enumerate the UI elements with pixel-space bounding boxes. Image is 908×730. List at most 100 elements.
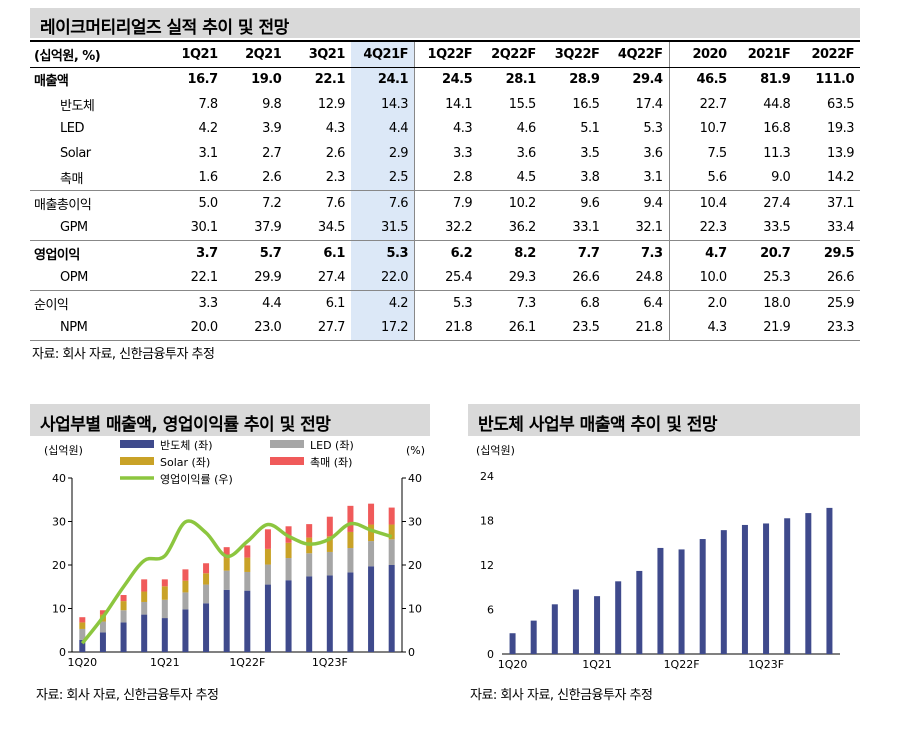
- table-cell: 2.0: [668, 290, 733, 316]
- table-cell: 29.5: [796, 240, 860, 266]
- table-cell: 2.8: [414, 165, 479, 191]
- bar-segment: [79, 639, 86, 652]
- bar-segment: [203, 563, 210, 574]
- table-row: 촉매 1.6 2.6 2.3 2.5 2.8 4.5 3.8 3.1 5.6 9.0 14.2: [30, 165, 860, 191]
- table-cell: 19.0: [251, 72, 282, 88]
- bar-segment: [285, 542, 292, 559]
- column-header: 4Q22F: [605, 40, 669, 68]
- table-cell: 4.2: [350, 290, 415, 316]
- table-cell: 30.1: [190, 220, 218, 236]
- column-header: 2021F: [732, 40, 797, 68]
- x-tick-label: 1Q23F: [312, 656, 348, 669]
- bar-segment: [347, 548, 354, 573]
- table-row: NPM 20.0 23.0 27.7 17.2 21.8 26.1 23.5 21.8 4.3 21…: [30, 315, 860, 341]
- left-chart-source: 자료: 회사 자료, 신한금융투자 추정: [36, 688, 219, 703]
- bar-segment: [223, 589, 230, 652]
- column-header: 1Q22F: [414, 40, 479, 68]
- bar: [720, 530, 727, 654]
- table-cell: 25.3: [763, 270, 791, 286]
- row-label: GPM: [60, 220, 88, 236]
- bar-segment: [182, 609, 189, 652]
- table-cell: 3.3: [414, 141, 479, 166]
- bar-segment: [326, 516, 333, 537]
- bar: [594, 596, 601, 654]
- table-cell: 18.0: [732, 290, 797, 316]
- table-title: 레이크머티리얼즈 실적 추이 및 전망: [40, 18, 289, 38]
- table-cell: 5.3: [643, 121, 663, 137]
- y-tick-label: 6: [487, 604, 494, 617]
- bar: [784, 518, 791, 654]
- table-cell: 5.0: [160, 190, 224, 216]
- table-cell: 5.6: [668, 165, 733, 191]
- bar-segment: [306, 553, 313, 577]
- table-source: 자료: 회사 자료, 신한금융투자 추정: [32, 347, 215, 362]
- legend-swatch: [120, 457, 154, 465]
- table-cell: 27.4: [732, 190, 797, 216]
- table-cell: 29.4: [632, 72, 663, 88]
- table-cell: 29.9: [254, 270, 282, 286]
- y2-tick-label: 30: [408, 516, 422, 529]
- table-cell: 31.5: [350, 215, 415, 241]
- bar-segment: [161, 599, 168, 619]
- x-tick-label: 1Q21: [582, 658, 612, 671]
- bar-segment: [264, 564, 271, 585]
- table-cell: 6.2: [414, 240, 479, 266]
- row-label: 매출액: [34, 74, 69, 90]
- bar-segment: [264, 548, 271, 565]
- legend-label: LED (좌): [310, 439, 354, 452]
- table-cell: 7.6: [287, 190, 351, 216]
- bar-segment: [285, 580, 292, 652]
- table-cell: 3.6: [516, 145, 537, 161]
- column-header: 2020: [668, 40, 733, 68]
- x-tick-label: 1Q22F: [664, 658, 700, 671]
- bar-segment: [223, 570, 230, 590]
- table-cell: 32.2: [414, 215, 479, 241]
- table-cell: 8.2: [478, 240, 542, 266]
- table-cell: 34.5: [317, 220, 345, 236]
- table-cell: 24.5: [414, 67, 479, 92]
- table-cell: 16.8: [763, 121, 791, 137]
- bar-segment: [120, 601, 127, 611]
- table-row: 영업이익 3.7 5.7 6.1 5.3 6.2 8.2 7.7 7.3 4.7 20.7 29.5: [30, 240, 860, 266]
- column-header: 4Q21F: [350, 40, 415, 68]
- table-row: GPM 30.1 37.9 34.5 31.5 32.2 36.2 33.1 32.1 22.3 3…: [30, 215, 860, 241]
- right-chart-title: 반도체 사업부 매출액 추이 및 전망: [478, 415, 718, 435]
- bar-segment: [368, 503, 375, 525]
- bar-segment: [99, 621, 106, 633]
- legend-label: 촉매 (좌): [310, 456, 352, 469]
- y-tick-label: 40: [52, 472, 66, 485]
- bar-segment: [120, 595, 127, 602]
- bar-segment: [203, 584, 210, 604]
- table-cell: 63.5: [827, 96, 854, 112]
- table-cell: 25.9: [796, 290, 860, 316]
- row-label: 매출총이익: [30, 190, 160, 216]
- table-cell: 2.6: [262, 170, 282, 186]
- bar: [572, 589, 579, 654]
- table-row: 매출총이익 5.0 7.2 7.6 7.6 7.9 10.2 9.6 9.4 10.4 27.4 37…: [30, 190, 860, 216]
- table-cell: 4.5: [516, 170, 537, 186]
- table-cell: 22.3: [668, 215, 733, 241]
- y2-tick-label: 10: [408, 603, 422, 616]
- right-chart: (십억원) 0 6 12 18 24 1Q20 1Q21 1Q22F 1Q23F: [476, 444, 840, 671]
- y-tick-label: 10: [52, 603, 66, 616]
- table-cell: 3.9: [262, 121, 282, 137]
- table-cell: 28.1: [505, 72, 537, 88]
- table-cell: 3.1: [198, 145, 218, 161]
- row-label: OPM: [60, 270, 88, 286]
- table-cell: 6.8: [541, 290, 606, 316]
- column-header: 1Q21: [160, 40, 224, 68]
- table-cell: 29.3: [508, 270, 536, 286]
- table-cell: 33.5: [763, 220, 791, 236]
- table-row: 순이익 3.3 4.4 6.1 4.2 5.3 7.3 6.8 6.4 2.0 18.0 25.9: [30, 290, 860, 316]
- table-cell: 5.7: [223, 240, 288, 266]
- bar: [805, 513, 812, 654]
- table-title-bar: 레이크머티리얼즈 실적 추이 및 전망: [30, 8, 860, 38]
- bar: [763, 523, 770, 654]
- row-label: 촉매: [60, 172, 83, 188]
- table-cell: 23.5: [541, 315, 606, 341]
- bar-segment: [388, 524, 395, 540]
- table-cell: 5.1: [580, 121, 600, 137]
- y-tick-label: 18: [480, 515, 494, 528]
- table-cell: 33.4: [827, 220, 854, 236]
- table-cell: 111.0: [815, 72, 854, 88]
